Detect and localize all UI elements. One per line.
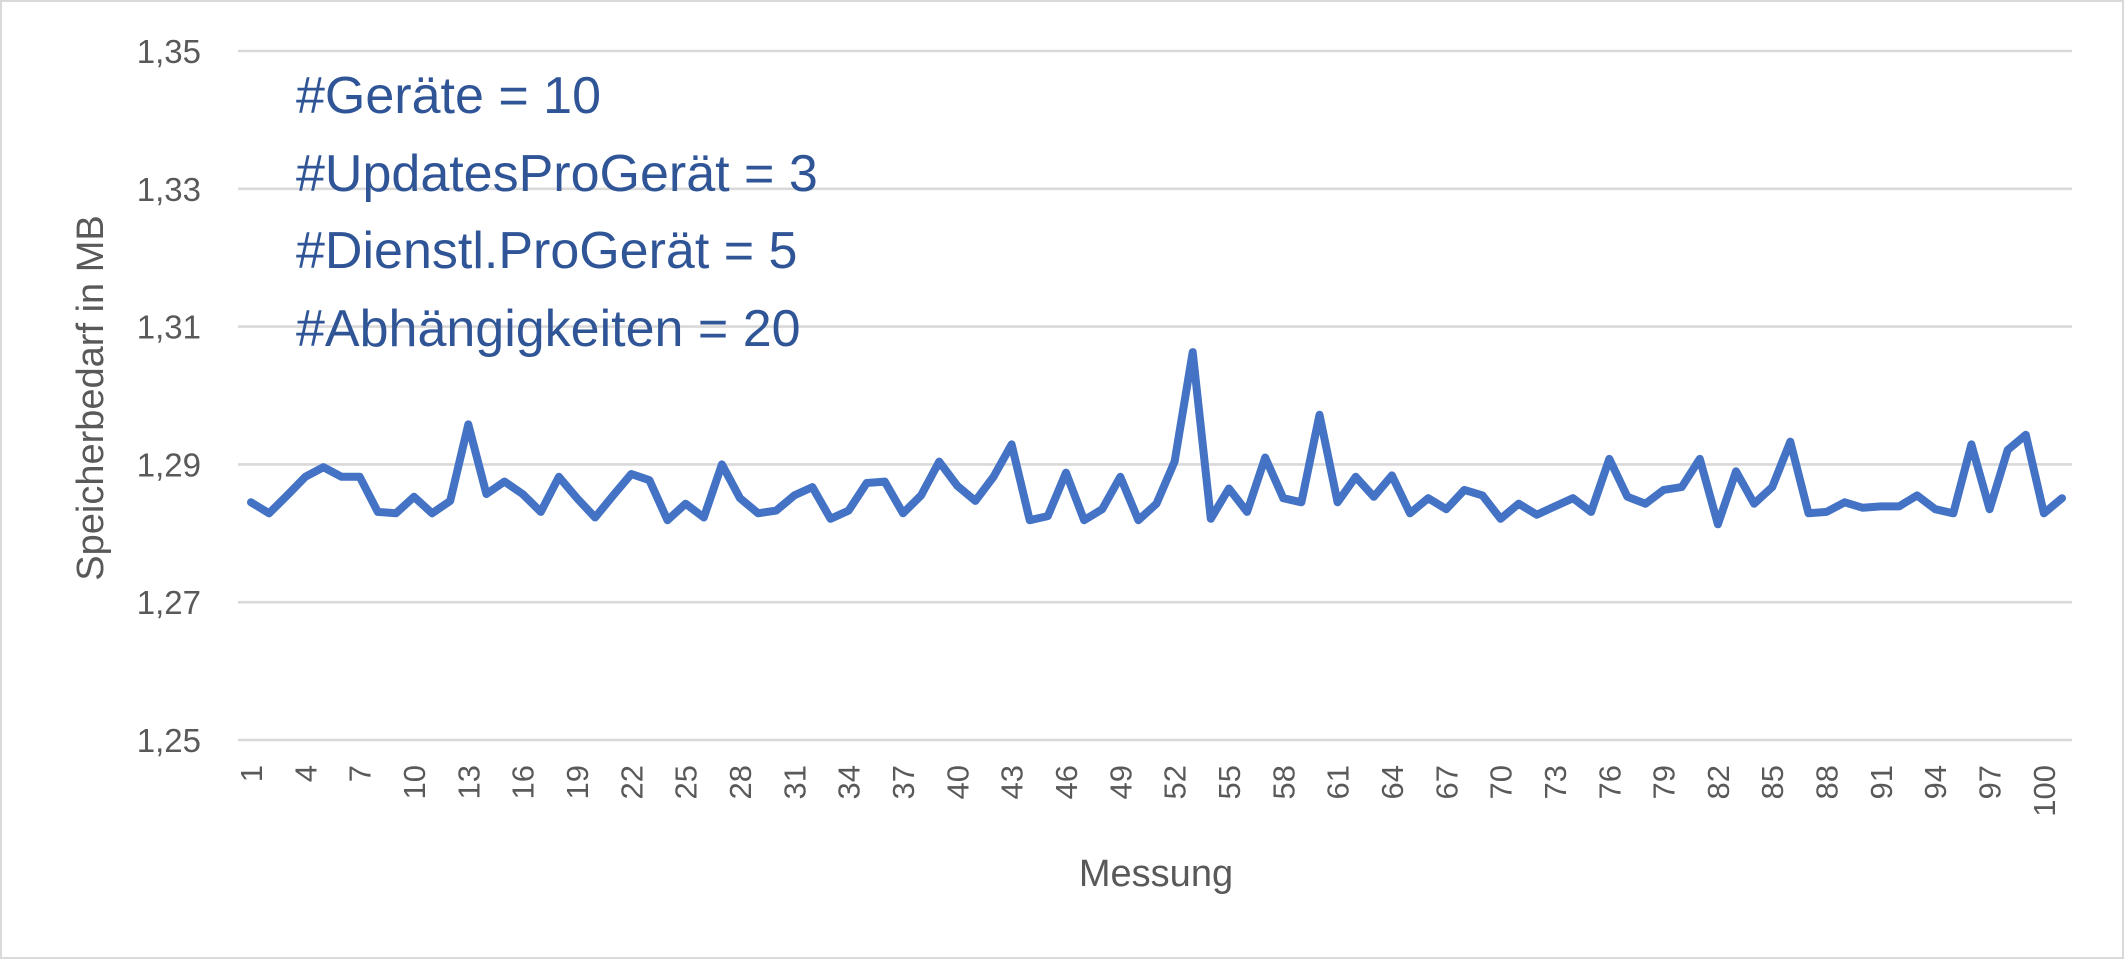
y-axis-ticks: 1,35 1,33 1,31 1,29 1,27 1,25: [137, 33, 201, 759]
x-tick-label: 70: [1484, 765, 1519, 799]
x-tick-label: 28: [723, 765, 758, 799]
x-axis-title: Messung: [1079, 853, 1233, 895]
x-tick-label: 64: [1375, 765, 1410, 799]
x-tick-label: 73: [1538, 765, 1573, 799]
x-tick-label: 97: [1973, 765, 2008, 799]
x-tick-label: 94: [1918, 765, 1953, 799]
x-tick-label: 22: [614, 765, 649, 799]
x-tick-label: 88: [1810, 765, 1845, 799]
x-tick-label: 46: [1049, 765, 1084, 799]
series-line-0: [247, 348, 2066, 529]
x-tick-label: 7: [343, 765, 378, 782]
y-tick-label: 1,25: [137, 722, 201, 759]
x-tick-label: 79: [1647, 765, 1682, 799]
x-tick-label: 67: [1429, 765, 1464, 799]
x-tick-label: 52: [1158, 765, 1193, 799]
x-tick-label: 31: [777, 765, 812, 799]
x-tick-label: 40: [940, 765, 975, 799]
gridlines: [238, 49, 2072, 742]
y-tick-label: 1,33: [137, 171, 201, 208]
x-tick-label: 34: [832, 765, 867, 799]
x-tick-label: 43: [995, 765, 1030, 799]
x-tick-label: 49: [1103, 765, 1138, 799]
y-axis-title: Speicherbedarf in MB: [70, 215, 112, 580]
x-tick-label: 82: [1701, 765, 1736, 799]
annotation-line: #Abhängigkeiten = 20: [296, 300, 801, 358]
x-tick-label: 10: [397, 765, 432, 799]
x-tick-label: 91: [1864, 765, 1899, 799]
x-tick-label: 58: [1266, 765, 1301, 799]
x-tick-label: 13: [451, 765, 486, 799]
x-tick-label: 100: [2027, 765, 2062, 817]
x-tick-label: 37: [886, 765, 921, 799]
x-tick-label: 1: [234, 765, 269, 782]
x-tick-label: 76: [1592, 765, 1627, 799]
x-axis-ticks: 1 4 7 10 13 16 19 22 25 28 31 34 37 40 43 46 49 52 55 58 61 6…: [234, 765, 2062, 817]
x-tick-label: 61: [1321, 765, 1356, 799]
x-tick-label: 85: [1755, 765, 1790, 799]
y-tick-label: 1,27: [137, 584, 201, 621]
x-tick-label: 19: [560, 765, 595, 799]
x-tick-label: 25: [669, 765, 704, 799]
x-tick-label: 16: [506, 765, 541, 799]
annotation-line: #UpdatesProGerät = 3: [296, 145, 818, 203]
x-tick-label: 4: [288, 765, 323, 782]
y-tick-label: 1,29: [137, 446, 201, 483]
annotation-line: #Geräte = 10: [296, 67, 601, 125]
x-tick-label: 55: [1212, 765, 1247, 799]
y-tick-label: 1,31: [137, 309, 201, 346]
y-tick-label: 1,35: [137, 33, 201, 70]
annotation-line: #Dienstl.ProGerät = 5: [296, 222, 797, 280]
annotation-block: #Geräte = 10 #UpdatesProGerät = 3 #Dienstl…: [296, 67, 818, 358]
series-layer: [247, 348, 2066, 529]
